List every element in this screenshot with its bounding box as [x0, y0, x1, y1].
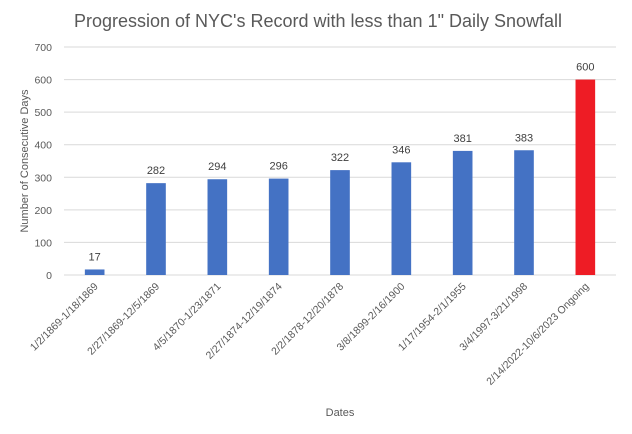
data-label: 294 [208, 161, 226, 173]
data-label: 600 [576, 62, 594, 74]
bar [452, 150, 473, 275]
y-tick-label: 0 [46, 270, 52, 282]
bar [268, 178, 289, 275]
bar [514, 150, 534, 275]
data-label: 282 [147, 165, 165, 177]
data-labels: 17 282 294 296 322 346 381 383 600 [89, 62, 595, 264]
bar [146, 183, 166, 275]
x-tick-label: 3/8/1899-2/16/1900 [335, 281, 408, 354]
x-axis-label: Dates [326, 407, 355, 419]
bar [84, 269, 105, 275]
bars [84, 79, 596, 275]
x-tick-label: 1/17/1954-2/1/1955 [396, 281, 469, 354]
x-tick-label: 2/14/2022-10/6/2023 Ongoing [484, 281, 591, 388]
x-tick-label: 3/4/1997-3/21/1998 [457, 281, 530, 354]
y-axis-label: Number of Consecutive Days [19, 89, 31, 233]
bar [330, 170, 350, 275]
x-tick-label: 1/2/1869-1/18/1869 [28, 281, 101, 354]
y-tick-label: 500 [34, 107, 52, 119]
y-tick-label: 300 [34, 172, 52, 184]
data-label: 381 [453, 133, 471, 145]
chart-title: Progression of NYC's Record with less th… [74, 11, 562, 31]
data-label: 17 [89, 251, 101, 263]
data-label: 346 [392, 144, 410, 156]
y-tick-label: 200 [34, 205, 52, 217]
y-axis-ticks: 0 100 200 300 400 500 600 700 [34, 42, 52, 282]
x-tick-label: 4/5/1870-1/23/1871 [151, 281, 224, 354]
bar [575, 79, 596, 275]
x-axis-categories: 1/2/1869-1/18/18692/27/1869-12/5/18694/5… [28, 281, 592, 388]
data-label: 383 [515, 132, 533, 144]
y-tick-label: 600 [34, 75, 52, 87]
y-tick-label: 700 [34, 42, 52, 54]
data-label: 296 [269, 161, 287, 173]
data-label: 322 [331, 152, 349, 164]
y-tick-label: 400 [34, 140, 52, 152]
y-tick-label: 100 [34, 237, 52, 249]
bar [207, 179, 228, 275]
bar [391, 162, 412, 275]
